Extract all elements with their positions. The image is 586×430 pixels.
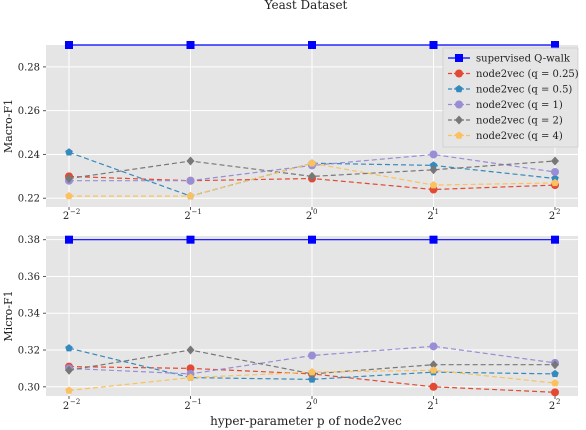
- x-tick-label: 2: [306, 211, 312, 222]
- y-tick-label: 0.26: [18, 106, 40, 117]
- data-point-node2vec-q-1: [308, 351, 316, 360]
- x-tick-exponent: −1: [192, 398, 202, 406]
- data-point-node2vec-q-0-5: [551, 174, 559, 182]
- x-tick-label: 2: [549, 401, 555, 412]
- series-line-node2vec-q-2: [68, 349, 555, 375]
- legend-box: [442, 47, 579, 148]
- data-point-supervised-q-walk: [308, 235, 316, 244]
- data-point-supervised-q-walk: [429, 235, 438, 244]
- legend-marker-node2vec-q-0-5: [455, 85, 463, 93]
- series-line-node2vec-q-0-5: [68, 151, 556, 197]
- data-point-supervised-q-walk: [65, 235, 73, 244]
- legend-marker-node2vec-q-4: [455, 131, 463, 139]
- y-tick-label: 0.36: [18, 272, 40, 283]
- x-axis-label: hyper-parameter p of node2vec: [210, 414, 402, 428]
- y-tick-label: 0.24: [18, 150, 40, 161]
- data-point-supervised-q-walk: [186, 41, 195, 49]
- series-line-node2vec-q-4: [69, 162, 556, 197]
- x-tick-exponent: 2: [556, 398, 560, 406]
- y-tick-label: 0.30: [18, 382, 40, 393]
- data-point-node2vec-q-0-25: [551, 388, 559, 397]
- data-point-node2vec-q-2: [308, 171, 316, 181]
- legend-label-node2vec-q-1: node2vec (q = 1): [476, 100, 563, 111]
- x-tick-label: 2: [184, 401, 190, 412]
- legend-label-supervised-q-walk: supervised Q-walk: [476, 54, 571, 65]
- data-point-supervised-q-walk: [429, 41, 438, 49]
- y-tick-label: 0.22: [18, 194, 40, 205]
- legend-marker-node2vec-q-0-25: [455, 69, 463, 78]
- data-point-node2vec-q-2: [186, 156, 195, 166]
- data-point-node2vec-q-2: [429, 360, 438, 370]
- x-tick-exponent: 2: [556, 208, 560, 216]
- data-point-node2vec-q-0-25: [186, 364, 195, 373]
- data-point-node2vec-q-0-5: [308, 375, 316, 383]
- y-axis-label: Micro-F1: [2, 290, 15, 341]
- legend-label-node2vec-q-0-5: node2vec (q = 0.5): [476, 85, 572, 96]
- x-tick-label: 2: [306, 401, 312, 412]
- y-axis-label: Macro-F1: [2, 99, 15, 153]
- data-point-node2vec-q-0-5: [65, 148, 73, 156]
- y-tick-label: 0.32: [18, 346, 40, 357]
- data-point-node2vec-q-2: [186, 345, 195, 355]
- data-point-node2vec-q-4: [65, 192, 73, 200]
- legend-marker-node2vec-q-2: [455, 115, 463, 125]
- data-point-node2vec-q-2: [429, 165, 438, 175]
- legend-label-node2vec-q-2: node2vec (q = 2): [476, 116, 563, 127]
- data-point-node2vec-q-4: [186, 192, 195, 200]
- data-point-node2vec-q-4: [551, 178, 559, 187]
- data-point-node2vec-q-1: [429, 342, 438, 351]
- data-point-node2vec-q-0-25: [429, 382, 438, 391]
- x-tick-label: 2: [63, 211, 69, 222]
- data-point-supervised-q-walk: [551, 235, 559, 244]
- data-point-node2vec-q-2: [65, 365, 73, 375]
- x-tick-label: 2: [427, 211, 433, 222]
- y-tick-label: 0.28: [18, 62, 40, 73]
- data-point-node2vec-q-2: [551, 156, 559, 166]
- data-point-node2vec-q-4: [308, 368, 316, 376]
- x-tick-exponent: 0: [313, 398, 317, 406]
- legend-marker-supervised-q-walk: [455, 54, 463, 62]
- x-tick-label: 2: [184, 211, 190, 222]
- legend-marker-node2vec-q-1: [455, 100, 463, 109]
- y-tick-label: 0.34: [18, 309, 40, 320]
- data-point-node2vec-q-4: [186, 373, 195, 381]
- x-tick-exponent: 0: [313, 208, 317, 216]
- legend: supervised Q-walk node2vec (q = 0.25) node…: [442, 47, 579, 148]
- data-point-node2vec-q-4: [551, 379, 559, 387]
- legend-label-node2vec-q-4: node2vec (q = 4): [476, 131, 563, 142]
- data-point-node2vec-q-0-5: [429, 161, 438, 169]
- x-tick-exponent: −2: [70, 398, 80, 406]
- data-point-node2vec-q-2: [551, 360, 559, 370]
- x-tick-exponent: 1: [435, 398, 439, 406]
- data-point-supervised-q-walk: [186, 235, 195, 244]
- data-point-supervised-q-walk: [551, 41, 559, 49]
- x-tick-exponent: 1: [435, 208, 439, 216]
- data-point-node2vec-q-1: [551, 167, 559, 176]
- figure-title: Yeast Dataset: [264, 0, 348, 12]
- data-point-supervised-q-walk: [65, 41, 73, 49]
- x-tick-label: 2: [427, 401, 433, 412]
- data-point-node2vec-q-4: [65, 386, 73, 394]
- x-tick-exponent: −1: [192, 208, 202, 216]
- data-point-supervised-q-walk: [308, 41, 316, 49]
- data-point-node2vec-q-2: [65, 174, 73, 184]
- x-tick-exponent: −2: [70, 208, 80, 216]
- y-tick-label: 0.38: [18, 235, 40, 246]
- legend-label-node2vec-q-0-25: node2vec (q = 0.25): [476, 69, 579, 80]
- data-point-node2vec-q-1: [186, 176, 195, 185]
- series-line-node2vec-q-0-5: [68, 347, 556, 381]
- series-line-node2vec-q-2: [68, 160, 556, 180]
- data-point-node2vec-q-4: [308, 159, 316, 167]
- data-point-node2vec-q-1: [429, 150, 438, 159]
- x-tick-label: 2: [63, 401, 69, 412]
- x-tick-label: 2: [549, 211, 555, 222]
- data-point-node2vec-q-0-5: [551, 369, 559, 378]
- data-point-node2vec-q-4: [429, 366, 438, 374]
- data-point-node2vec-q-4: [429, 181, 438, 189]
- data-point-node2vec-q-0-5: [65, 344, 73, 352]
